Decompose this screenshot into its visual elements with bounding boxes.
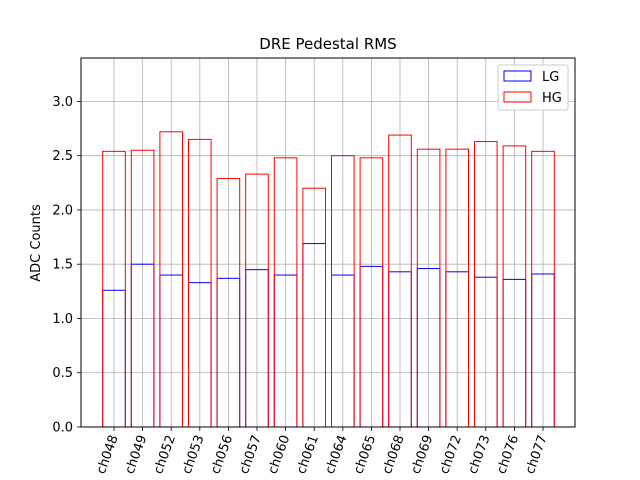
- x-tick-label: ch048: [94, 433, 122, 476]
- x-axis-ticks: ch048 ch049 ch052 ch053 ch056 ch057 ch060 ch061…: [94, 427, 551, 476]
- chart-title: DRE Pedestal RMS: [259, 35, 396, 53]
- legend-swatch-hg: [503, 91, 532, 103]
- x-tick-label: ch076: [494, 433, 522, 476]
- x-tick-label: ch052: [151, 433, 179, 476]
- y-axis-label: ADC Counts: [29, 204, 44, 282]
- x-tick-label: ch064: [323, 433, 351, 476]
- y-tick-label: 3.0: [52, 95, 73, 110]
- y-tick-label: 0.0: [52, 421, 73, 436]
- x-tick-label: ch061: [294, 433, 322, 476]
- y-tick-label: 2.0: [52, 203, 73, 218]
- x-tick-label: ch072: [437, 433, 465, 476]
- legend: LG HG: [497, 64, 569, 111]
- legend-frame: [497, 64, 569, 111]
- legend-label-lg: LG: [542, 70, 559, 85]
- y-tick-label: 2.5: [52, 149, 73, 164]
- y-tick-label: 1.5: [52, 258, 73, 273]
- x-tick-label: ch049: [123, 433, 151, 476]
- y-tick-label: 1.0: [52, 312, 73, 327]
- x-tick-label: ch060: [266, 433, 294, 476]
- bar-marks: [102, 131, 555, 428]
- x-tick-label: ch065: [351, 433, 379, 476]
- x-tick-label: ch053: [180, 433, 208, 476]
- y-axis-ticks: 0.0 0.5 1.0 1.5 2.0 2.5 3.0: [52, 95, 81, 436]
- x-tick-label: ch077: [523, 433, 551, 476]
- y-tick-label: 0.5: [52, 366, 73, 381]
- legend-label-hg: HG: [542, 91, 562, 106]
- x-tick-label: ch056: [208, 433, 236, 476]
- x-tick-label: ch069: [409, 433, 437, 476]
- x-tick-label: ch068: [380, 433, 408, 476]
- x-tick-label: ch057: [237, 433, 265, 476]
- plot-frame: [80, 57, 576, 428]
- legend-swatch-lg: [503, 70, 532, 82]
- x-tick-label: ch073: [466, 433, 494, 476]
- grid-lines: [81, 58, 575, 428]
